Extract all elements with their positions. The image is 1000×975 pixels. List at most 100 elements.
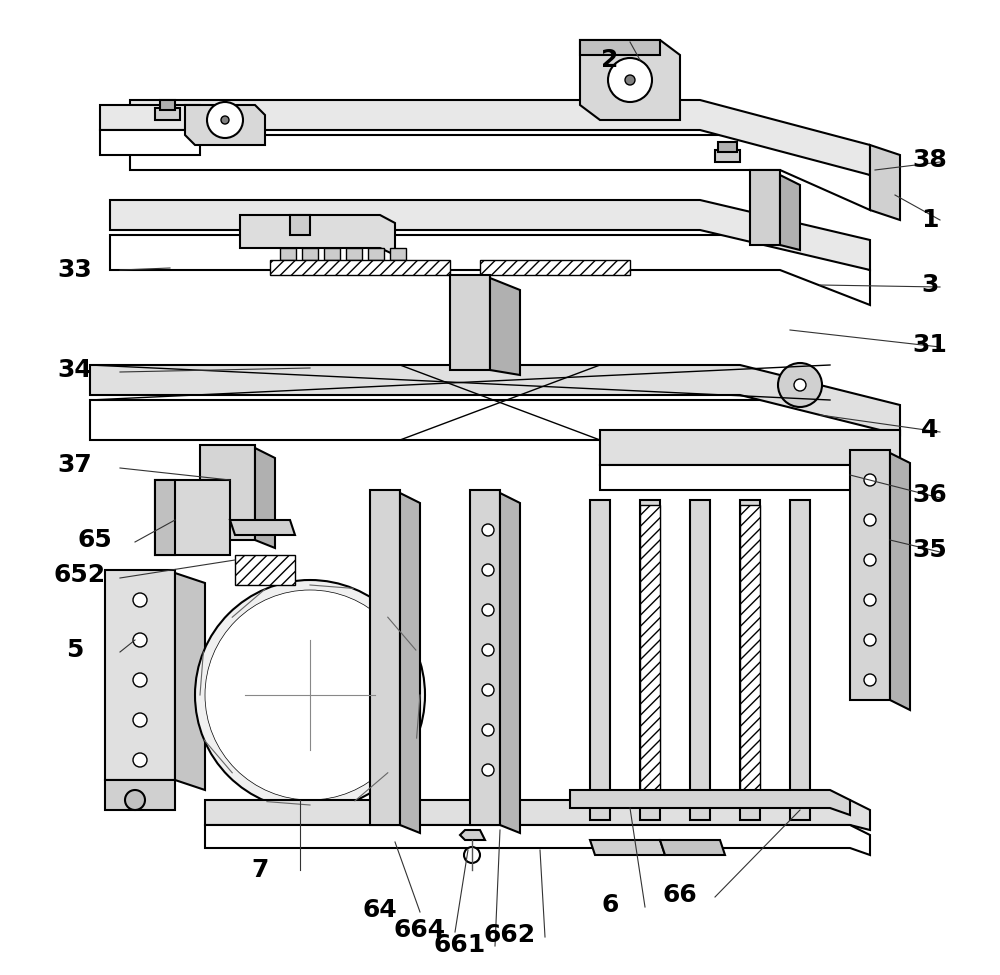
Polygon shape — [470, 490, 500, 825]
Bar — [640, 505, 660, 805]
Text: 31: 31 — [913, 333, 947, 357]
Polygon shape — [160, 100, 175, 110]
Polygon shape — [100, 130, 200, 155]
Text: 662: 662 — [484, 923, 536, 947]
Text: 6: 6 — [601, 893, 619, 917]
Text: 33: 33 — [58, 258, 92, 282]
Polygon shape — [450, 275, 490, 370]
Polygon shape — [460, 830, 485, 840]
Circle shape — [794, 379, 806, 391]
Polygon shape — [175, 573, 205, 790]
Polygon shape — [205, 800, 870, 830]
Text: 661: 661 — [434, 933, 486, 957]
Circle shape — [133, 633, 147, 647]
Polygon shape — [200, 445, 255, 540]
Text: 34: 34 — [58, 358, 92, 382]
Polygon shape — [230, 520, 295, 535]
Polygon shape — [780, 175, 800, 250]
Bar — [480, 260, 630, 275]
Polygon shape — [155, 480, 175, 555]
Polygon shape — [580, 40, 680, 120]
Circle shape — [864, 474, 876, 486]
Text: 64: 64 — [363, 898, 397, 922]
Circle shape — [207, 102, 243, 138]
Text: 4: 4 — [921, 418, 939, 442]
Polygon shape — [155, 480, 230, 555]
Polygon shape — [346, 248, 362, 260]
Polygon shape — [290, 215, 310, 235]
Polygon shape — [302, 248, 318, 260]
Polygon shape — [490, 278, 520, 375]
Circle shape — [482, 604, 494, 616]
Polygon shape — [370, 490, 400, 825]
Circle shape — [864, 634, 876, 646]
Text: 36: 36 — [913, 483, 947, 507]
Polygon shape — [640, 500, 660, 820]
Polygon shape — [280, 248, 296, 260]
Circle shape — [133, 593, 147, 607]
Circle shape — [625, 75, 635, 85]
Circle shape — [133, 673, 147, 687]
Polygon shape — [890, 453, 910, 710]
Circle shape — [864, 514, 876, 526]
Circle shape — [205, 590, 415, 800]
Circle shape — [133, 713, 147, 727]
Text: 38: 38 — [913, 148, 947, 172]
Bar — [235, 555, 295, 585]
Polygon shape — [690, 500, 710, 820]
Text: 37: 37 — [58, 453, 92, 477]
Polygon shape — [660, 840, 725, 855]
Text: 652: 652 — [54, 563, 106, 587]
Polygon shape — [185, 105, 265, 145]
Circle shape — [195, 580, 425, 810]
Polygon shape — [400, 493, 420, 833]
Polygon shape — [155, 108, 180, 120]
Circle shape — [482, 644, 494, 656]
Polygon shape — [110, 235, 870, 305]
Circle shape — [864, 594, 876, 606]
Polygon shape — [90, 400, 900, 470]
Text: 664: 664 — [394, 918, 446, 942]
Polygon shape — [570, 790, 850, 815]
Polygon shape — [590, 500, 610, 820]
Polygon shape — [205, 825, 870, 855]
Circle shape — [133, 753, 147, 767]
Polygon shape — [600, 430, 900, 465]
Circle shape — [778, 363, 822, 407]
Text: 35: 35 — [913, 538, 947, 562]
Text: 65: 65 — [78, 528, 112, 552]
Text: 3: 3 — [921, 273, 939, 297]
Circle shape — [608, 58, 652, 102]
Polygon shape — [390, 248, 406, 260]
Circle shape — [482, 684, 494, 696]
Polygon shape — [790, 500, 810, 820]
Circle shape — [221, 116, 229, 124]
Polygon shape — [715, 150, 740, 162]
Polygon shape — [870, 145, 900, 220]
Bar — [270, 260, 450, 275]
Polygon shape — [850, 450, 890, 700]
Text: 5: 5 — [66, 638, 84, 662]
Polygon shape — [100, 105, 200, 130]
Circle shape — [464, 847, 480, 863]
Bar — [740, 505, 760, 805]
Circle shape — [482, 764, 494, 776]
Circle shape — [864, 554, 876, 566]
Circle shape — [482, 564, 494, 576]
Polygon shape — [240, 215, 395, 255]
Polygon shape — [740, 500, 760, 820]
Polygon shape — [590, 840, 665, 855]
Polygon shape — [90, 365, 900, 435]
Polygon shape — [255, 448, 275, 548]
Polygon shape — [368, 248, 384, 260]
Polygon shape — [750, 170, 780, 245]
Polygon shape — [718, 142, 737, 152]
Circle shape — [864, 674, 876, 686]
Polygon shape — [600, 465, 900, 490]
Text: 66: 66 — [663, 883, 697, 907]
Polygon shape — [105, 570, 175, 780]
Circle shape — [125, 790, 145, 810]
Polygon shape — [580, 40, 660, 55]
Polygon shape — [130, 100, 870, 175]
Polygon shape — [130, 135, 870, 210]
